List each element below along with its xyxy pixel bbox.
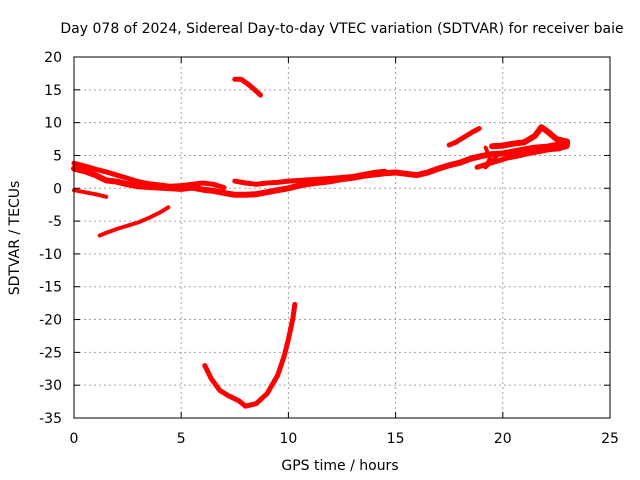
trace-main-band bbox=[71, 141, 571, 198]
y-tick-label: -10 bbox=[39, 247, 62, 263]
x-tick-label: 20 bbox=[494, 431, 512, 447]
trace-mid-segment bbox=[232, 168, 388, 187]
trace-rising-left bbox=[97, 205, 171, 238]
x-tick-label: 15 bbox=[387, 431, 405, 447]
trace-high-arc bbox=[232, 76, 263, 98]
y-tick-label: -25 bbox=[39, 345, 62, 361]
y-tick-label: 10 bbox=[44, 116, 62, 132]
x-tick-label: 25 bbox=[601, 431, 619, 447]
trace-right-upper bbox=[489, 124, 571, 150]
y-tick-label: 20 bbox=[44, 50, 62, 66]
y-axis-label: SDTVAR / TECUs bbox=[7, 181, 23, 296]
trace-dip bbox=[202, 301, 298, 409]
y-tick-label: 5 bbox=[53, 148, 62, 164]
tick-labels: 0 5 10 15 20 25 -35 -30 -25 -20 -15 -10 -5 0 5 10 15 20 bbox=[39, 50, 619, 447]
plot-frame bbox=[73, 56, 611, 419]
y-tick-label: 0 bbox=[53, 181, 62, 197]
chart-title: Day 078 of 2024, Sidereal Day-to-day VTE… bbox=[60, 21, 623, 37]
trace-lower-left bbox=[72, 188, 109, 199]
trace-right-drop bbox=[483, 145, 499, 170]
y-tick-label: 15 bbox=[44, 83, 62, 99]
y-tick-label: -30 bbox=[39, 378, 62, 394]
x-tick-label: 10 bbox=[279, 431, 297, 447]
data-series bbox=[71, 76, 571, 409]
x-tick-label: 0 bbox=[70, 431, 79, 447]
trace-short-rise bbox=[446, 126, 482, 148]
y-tick-label: -15 bbox=[39, 280, 62, 296]
y-tick-label: -35 bbox=[39, 411, 62, 427]
axis-ticks bbox=[73, 56, 611, 419]
trace-upper-band bbox=[71, 160, 227, 191]
x-tick-label: 5 bbox=[177, 431, 186, 447]
y-tick-label: -20 bbox=[39, 313, 62, 329]
x-axis-label: GPS time / hours bbox=[281, 458, 398, 474]
y-tick-label: -5 bbox=[48, 214, 62, 230]
